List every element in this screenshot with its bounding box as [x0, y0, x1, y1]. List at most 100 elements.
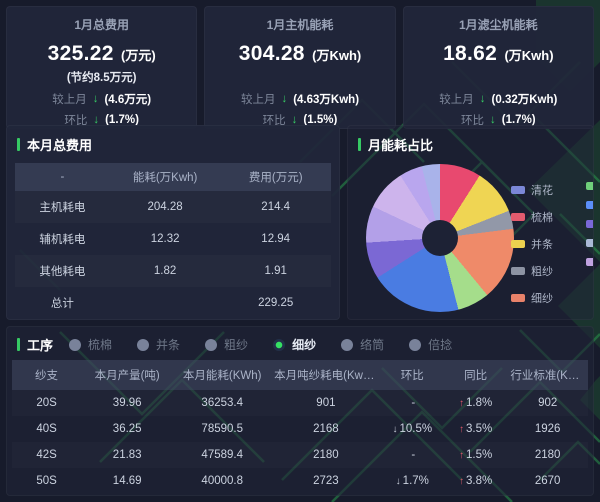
- cell-energy: 47589.4: [201, 449, 243, 461]
- energy-share-panel: 月能耗占比 清花 梳棉 并条 粗: [347, 125, 594, 320]
- arrow-down-icon: ↓: [392, 424, 398, 435]
- cell-value: 12.94: [261, 233, 291, 245]
- kpi-stat-ring: 环比 ↓ (1.7%): [7, 112, 196, 128]
- col-header: 能耗(万Kwh): [109, 163, 221, 191]
- legend-item[interactable]: 梳棉: [511, 209, 553, 225]
- process-header: 工序 梳棉 并条 粗纱 细纱: [7, 327, 593, 360]
- radio-option-xisha-selected[interactable]: 细纱: [273, 336, 316, 353]
- cell-energy: 78590.5: [201, 423, 243, 435]
- middle-row: 本月总费用 - 能耗(万Kwh) 费用(万元) 主机耗电 204.28 214.…: [6, 125, 594, 320]
- section-marker-bar: [17, 338, 20, 351]
- cell-mom: ↓ 1.7%: [395, 475, 429, 487]
- process-table-header-row: 纱支 本月产量(吨) 本月能耗(KWh) 本月吨纱耗电(Kwtv... 环比 同…: [12, 360, 588, 390]
- section-title-process: 工序: [17, 335, 53, 354]
- pie-chart[interactable]: [366, 164, 514, 312]
- col-header: -: [15, 163, 110, 191]
- arrow-down-icon: ↓: [281, 93, 288, 105]
- arrow-down-icon: ↓: [479, 93, 486, 105]
- process-table: 纱支 本月产量(吨) 本月能耗(KWh) 本月吨纱耗电(Kwtv... 环比 同…: [12, 360, 588, 494]
- arrow-down-icon: ↓: [92, 93, 99, 105]
- arrow-down-icon: ↓: [490, 114, 496, 126]
- arrow-up-icon: ↑: [459, 398, 465, 409]
- legend-item[interactable]: 细纱: [511, 290, 553, 306]
- kpi-title: 1月主机能耗: [266, 18, 334, 32]
- radio-icon: [205, 338, 218, 351]
- kpi-value-unit: (万元): [121, 48, 156, 63]
- cell-yarn: 50S: [36, 475, 57, 487]
- legend-item[interactable]: 并条: [511, 236, 553, 252]
- cell-per-ton: 2723: [313, 475, 339, 487]
- legend-swatch: [511, 213, 525, 221]
- legend-swatch: [511, 186, 525, 194]
- cell-yoy: ↑ 1.5%: [459, 449, 493, 461]
- cell-yarn: 20S: [36, 397, 57, 409]
- kpi-stat-mom: 较上月 ↓ (4.6万元): [7, 91, 196, 107]
- table-row: 42S 21.83 47589.4 2180 - ↑ 1.5% 2180: [12, 442, 588, 468]
- cell-per-ton: 901: [316, 397, 336, 409]
- arrow-down-icon: ↓: [395, 476, 401, 487]
- kpi-value-unit: (万Kwh): [312, 48, 362, 63]
- cell-mom: -: [411, 449, 416, 461]
- legend-swatch: [586, 201, 593, 209]
- legend-label: 细纱: [531, 293, 553, 305]
- cell-standard: 2670: [534, 475, 561, 487]
- legend-swatch: [511, 240, 525, 248]
- kpi-card-filter-energy: 1月滤尘机能耗 18.62 (万Kwh) 较上月 ↓ (0.32万Kwh) 环比…: [402, 6, 594, 129]
- radio-icon: [69, 338, 82, 351]
- col-header: 本月吨纱耗电(Kwtv...: [271, 360, 381, 390]
- kpi-title: 1月滤尘机能耗: [458, 18, 538, 32]
- legend-item[interactable]: 清花: [511, 182, 553, 198]
- cell-energy: 36253.4: [201, 397, 243, 409]
- pie-donut-hole: [422, 220, 458, 256]
- cell-label: 总计: [50, 298, 74, 310]
- cell-yoy: ↑ 3.5%: [459, 423, 493, 435]
- table-row: 50S 14.69 40000.8 2723 ↓ 1.7% ↑ 3.8% 2670: [12, 468, 588, 494]
- col-header: 纱支: [12, 360, 82, 390]
- cell-value: 214.4: [220, 191, 331, 223]
- arrow-up-icon: ↑: [459, 476, 465, 487]
- radio-option-cusha[interactable]: 粗纱: [205, 336, 248, 353]
- cell-per-ton: 2180: [313, 449, 339, 461]
- legend-label: 粗纱: [531, 266, 553, 278]
- stat-label: 较上月: [240, 94, 276, 106]
- col-header: 环比: [380, 360, 444, 390]
- legend-item[interactable]: 粗纱: [511, 263, 553, 279]
- cell-label: 其他耗电: [15, 255, 110, 287]
- kpi-value-number: 18.62: [443, 42, 498, 65]
- legend-swatch: [586, 239, 593, 247]
- legend-swatch: [511, 294, 525, 302]
- kpi-value: 304.28 (万Kwh): [205, 42, 394, 66]
- table-row: 20S 39.96 36253.4 901 - ↑ 1.8% 902: [12, 390, 588, 416]
- cell-output: 36.25: [112, 423, 142, 435]
- cell-value: 229.25: [258, 297, 294, 309]
- kpi-row: 1月总费用 325.22 (万元) (节约8.5万元) 较上月 ↓ (4.6万元…: [6, 6, 594, 129]
- radio-option-luotong[interactable]: 络筒: [341, 336, 384, 353]
- arrow-down-icon: ↓: [291, 114, 298, 126]
- cell-value: 204.28: [110, 191, 221, 223]
- radio-option-bingtiao[interactable]: 并条: [137, 336, 180, 353]
- table-row: 40S 36.25 78590.5 2168 ↓ 10.5% ↑ 3.5% 1926: [12, 416, 588, 442]
- radio-option-beinian[interactable]: 倍捻: [409, 336, 452, 353]
- section-title-text: 月能耗占比: [368, 138, 434, 153]
- cell-mom: -: [411, 397, 416, 409]
- stat-value: (1.5%): [303, 114, 338, 126]
- pie-legend-column-2-clipped: [586, 182, 593, 266]
- stat-label: 环比: [64, 115, 88, 127]
- radio-icon: [341, 338, 354, 351]
- section-title-cost: 本月总费用: [7, 126, 339, 161]
- stat-value: (4.63万Kwh): [293, 94, 360, 106]
- kpi-stat-mom: 较上月 ↓ (4.63万Kwh): [205, 91, 394, 107]
- arrow-down-icon: ↓: [93, 114, 100, 126]
- radio-option-shumian[interactable]: 梳棉: [69, 336, 112, 353]
- arrow-up-icon: ↑: [459, 424, 465, 435]
- table-row: 辅机耗电 12.32 12.94: [15, 223, 331, 255]
- kpi-value: 325.22 (万元): [7, 42, 196, 66]
- process-panel: 工序 梳棉 并条 粗纱 细纱: [6, 326, 594, 496]
- radio-icon: [137, 338, 150, 351]
- kpi-card-total-cost: 1月总费用 325.22 (万元) (节约8.5万元) 较上月 ↓ (4.6万元…: [6, 6, 198, 129]
- legend-swatch: [586, 220, 593, 228]
- col-header: 费用(万元): [220, 163, 331, 191]
- cell-value: 12.32: [150, 233, 180, 245]
- pie-legend: 清花 梳棉 并条 粗纱 细纱: [511, 182, 553, 306]
